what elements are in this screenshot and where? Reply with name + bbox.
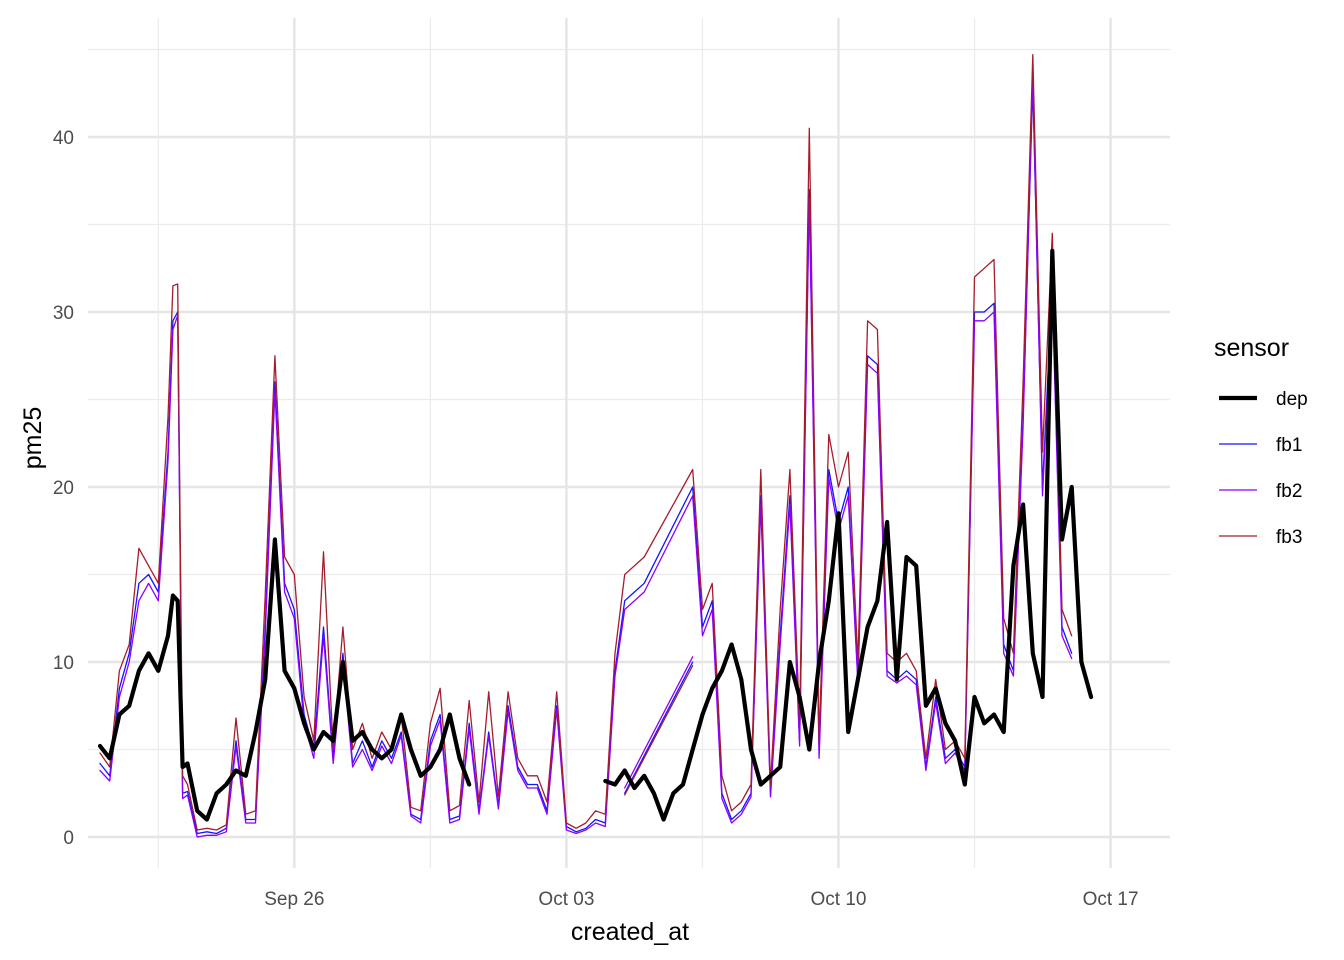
legend-label-fb2: fb2 [1276,481,1302,502]
y-axis-ticks: 0 10 20 30 40 [53,128,74,849]
series-line-fb2 [624,656,694,789]
y-axis-title: pm25 [19,407,47,470]
y-tick-label: 20 [53,478,74,499]
series-line-fb1 [624,661,694,794]
y-tick-label: 0 [63,828,74,849]
x-tick-label: Oct 17 [1083,889,1139,910]
y-tick-label: 30 [53,303,74,324]
series-line-fb3 [624,664,694,796]
legend-label-fb1: fb1 [1276,435,1302,456]
legend-items: dep fb1 fb2 fb3 [1219,389,1308,548]
legend-label-fb3: fb3 [1276,527,1302,548]
legend: sensor dep fb1 fb2 fb3 [1214,334,1308,548]
y-tick-label: 40 [53,128,74,149]
grid [88,18,1170,868]
series-line-dep [603,248,1094,822]
y-tick-label: 10 [53,653,74,674]
x-axis-ticks: Sep 26 Oct 03 Oct 10 Oct 17 [264,889,1138,910]
x-axis-title: created_at [571,918,689,946]
x-tick-label: Oct 03 [538,889,594,910]
legend-label-dep: dep [1276,389,1308,410]
legend-title: sensor [1214,334,1289,362]
x-tick-label: Sep 26 [264,889,324,910]
series-line-dep [97,537,472,822]
x-tick-label: Oct 10 [810,889,866,910]
series-line-fb3 [99,54,1073,831]
series-lines [97,54,1094,838]
